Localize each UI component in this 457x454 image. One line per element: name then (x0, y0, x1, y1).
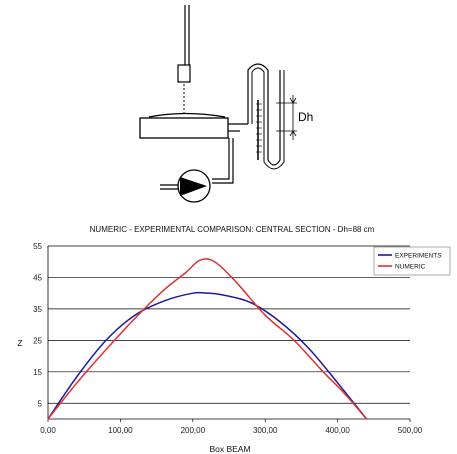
point-numeric-4 (163, 289, 165, 291)
point-numeric-2 (105, 349, 107, 351)
point-numeric-8 (235, 281, 237, 283)
legend-label-numeric: NUMERIC (395, 264, 426, 271)
setup-diagram (139, 5, 297, 203)
x-tick-label-5: 500,00 (398, 426, 423, 435)
point-experiments-10 (308, 347, 310, 349)
pump-pipe (212, 138, 234, 184)
x-tick-label-0: 0,00 (40, 426, 56, 435)
point-numeric-11 (322, 371, 324, 373)
pump-icon (177, 169, 211, 203)
dh-arrow-bottom (289, 130, 297, 137)
scale-ticks (256, 103, 262, 153)
plot-area: 5 15 25 35 45 55 0,00 100,00 200,00 300,00 400,00 5… (33, 242, 423, 435)
y-tick-label-1: 15 (33, 368, 42, 377)
x-tick-label-4: 400,00 (325, 426, 350, 435)
point-numeric-3 (134, 317, 136, 319)
y-tick-label-3: 35 (33, 305, 42, 314)
y-tick-label-2: 25 (33, 336, 42, 345)
point-experiments-5 (192, 292, 194, 294)
legend-box (373, 246, 451, 276)
probe-head (177, 64, 191, 83)
x-tick-label-2: 200,00 (181, 426, 206, 435)
point-numeric-0 (47, 418, 49, 420)
u-tube-outer (247, 63, 281, 166)
point-numeric-9 (264, 314, 266, 316)
membrane-surface (148, 112, 226, 118)
legend: EXPERIMENTS NUMERIC (373, 246, 451, 276)
y-tick-label-0: 5 (38, 399, 43, 408)
point-experiments-3 (134, 314, 136, 316)
x-tick-label-3: 300,00 (253, 426, 278, 435)
pump-triangle-icon (180, 177, 207, 196)
x-axis-label: Box BEAM (209, 444, 250, 454)
point-numeric-7 (213, 261, 216, 263)
pump-pipe-inner (212, 138, 230, 180)
point-numeric-12 (344, 393, 346, 395)
chart-title: NUMERIC - EXPERIMENTAL COMPARISON: CENTR… (90, 225, 375, 234)
legend-label-experiments: EXPERIMENTS (395, 253, 442, 260)
y-tick-label-5: 55 (33, 242, 42, 251)
point-numeric-10 (293, 339, 295, 341)
point-experiments-7 (221, 294, 223, 296)
dh-label: Dh (298, 110, 313, 124)
point-experiments-9 (279, 320, 281, 323)
y-axis-label: Z (17, 338, 22, 348)
y-tick-label-4: 45 (33, 273, 42, 282)
box-beam (139, 117, 229, 139)
point-experiments-2 (105, 339, 107, 341)
point-numeric-6 (199, 259, 201, 261)
x-tick-label-1: 100,00 (108, 426, 133, 435)
point-experiments-6 (206, 292, 208, 294)
point-experiments-1 (76, 375, 78, 378)
point-experiments-4 (163, 300, 165, 302)
point-numeric-13 (365, 418, 368, 420)
point-experiments-11 (337, 382, 339, 384)
series-line-numeric (47, 258, 368, 420)
dh-arrow-top (289, 97, 297, 104)
point-numeric-5 (184, 272, 187, 274)
u-tube-inner (251, 67, 285, 170)
point-experiments-8 (250, 302, 252, 304)
point-numeric-1 (76, 382, 78, 384)
series-line-experiments (47, 291, 368, 420)
